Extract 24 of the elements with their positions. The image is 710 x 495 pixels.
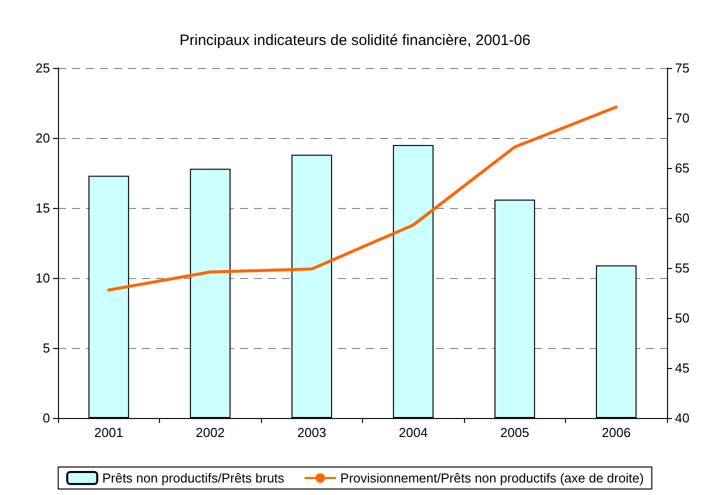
y2-tick-label: 65 bbox=[675, 160, 690, 176]
y2-tick-label: 45 bbox=[675, 360, 690, 376]
legend-label: Provisionnement/Prêts non productifs (axe de droite) bbox=[340, 470, 644, 486]
legend-label: Prêts non productifs/Prêts bruts bbox=[102, 470, 285, 486]
x-tick-label: 2001 bbox=[94, 425, 124, 440]
chart-title: Principaux indicateurs de solidité financière, 2001-06 bbox=[179, 32, 531, 49]
y2-tick-label: 50 bbox=[675, 310, 690, 326]
y-tick-label: 20 bbox=[36, 130, 50, 146]
y-tick-label: 0 bbox=[42, 410, 50, 426]
y-tick-label: 5 bbox=[42, 340, 50, 356]
y-tick-label: 25 bbox=[36, 60, 50, 76]
x-tick-label: 2002 bbox=[196, 425, 225, 440]
y2-tick-label: 70 bbox=[675, 110, 690, 126]
x-tick-label: 2003 bbox=[297, 425, 326, 440]
y-tick-label: 10 bbox=[36, 270, 50, 286]
y-tick-label: 15 bbox=[36, 200, 50, 216]
x-tick-label: 2005 bbox=[500, 425, 530, 440]
y2-tick-label: 75 bbox=[675, 60, 690, 76]
line-series bbox=[107, 106, 618, 292]
y2-tick-label: 40 bbox=[675, 410, 690, 426]
y2-tick-label: 60 bbox=[675, 210, 690, 226]
x-tick-label: 2004 bbox=[398, 425, 428, 440]
x-tick-label: 2006 bbox=[602, 425, 631, 440]
y2-tick-label: 55 bbox=[675, 260, 690, 276]
